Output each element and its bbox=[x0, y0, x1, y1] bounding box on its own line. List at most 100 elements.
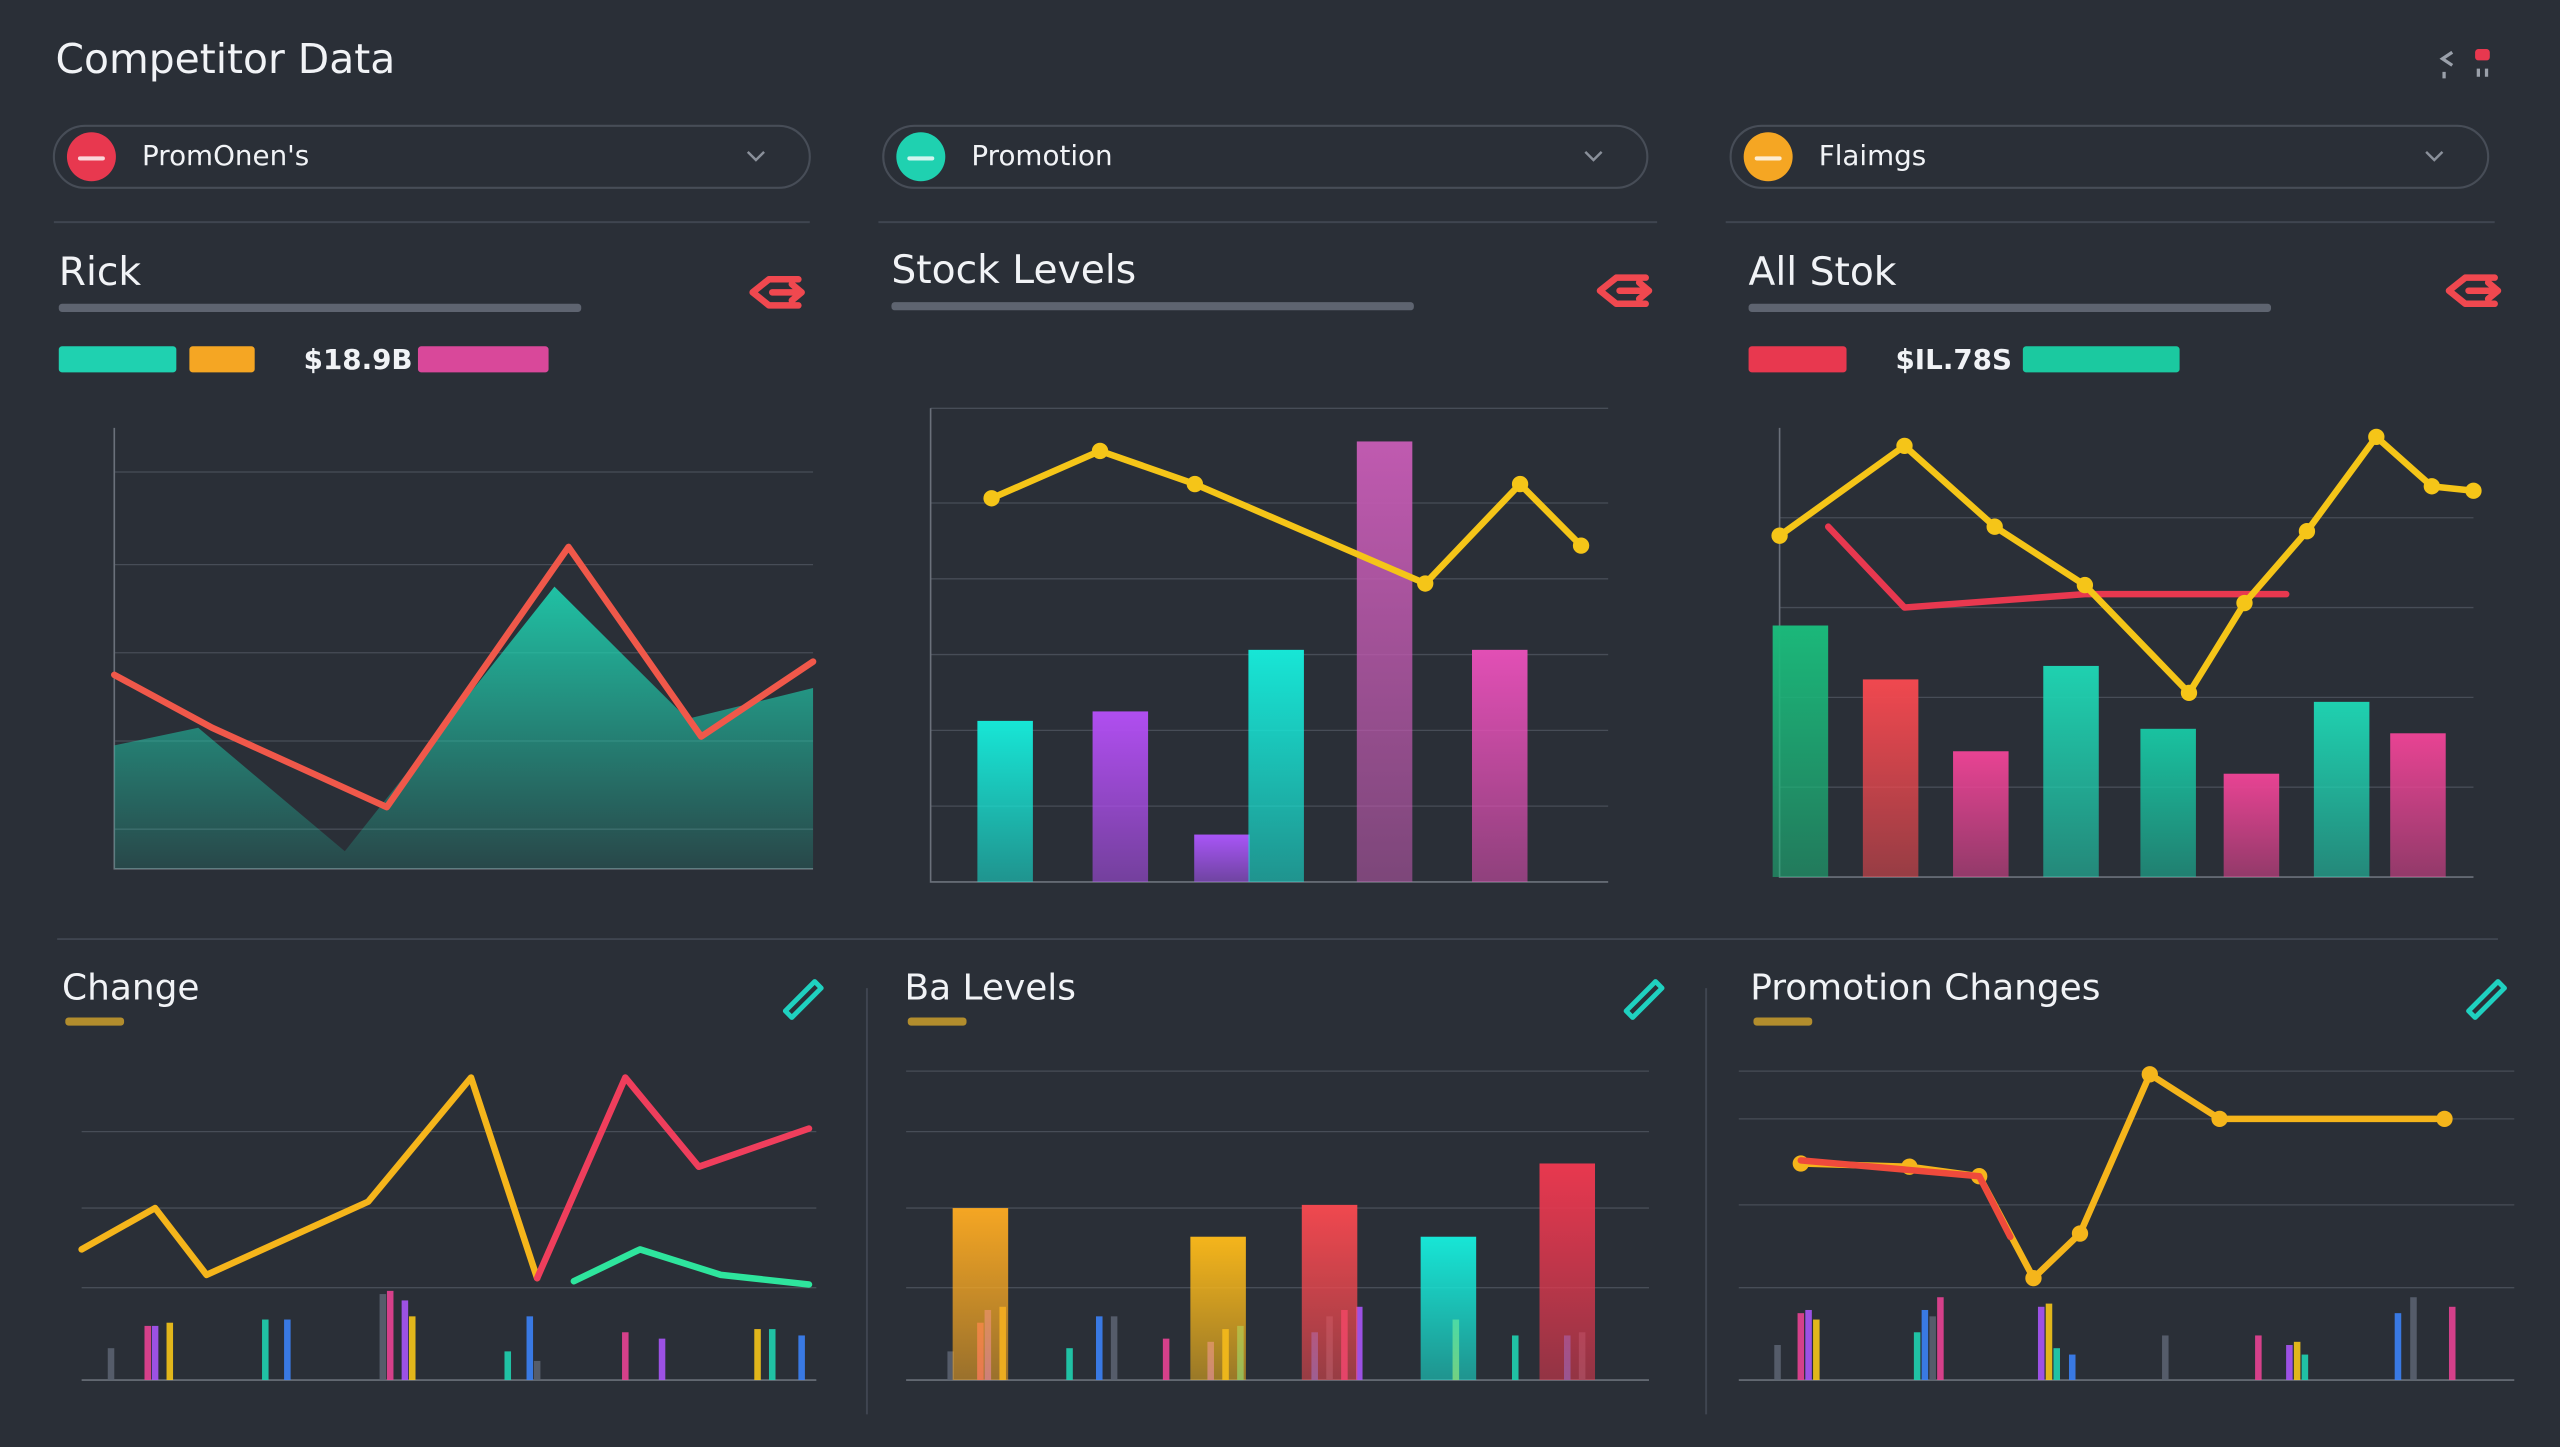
expand-icon[interactable] bbox=[749, 276, 805, 309]
mini-bar bbox=[401, 1300, 409, 1381]
mini-bar bbox=[1110, 1316, 1118, 1381]
tab-frame[interactable] bbox=[1729, 124, 2490, 189]
subtitle-line bbox=[58, 303, 582, 312]
mini-bar bbox=[1913, 1332, 1921, 1381]
mini-bar bbox=[2394, 1313, 2402, 1381]
panel-title: Stock Levels bbox=[891, 248, 1136, 293]
line bbox=[1824, 523, 2290, 611]
panel: Change bbox=[62, 968, 824, 1381]
mini-bar bbox=[379, 1294, 387, 1381]
area bbox=[114, 586, 814, 869]
mini-bar bbox=[1512, 1335, 1519, 1381]
icon[interactable] bbox=[2475, 48, 2490, 61]
mini-bar bbox=[2162, 1335, 2169, 1381]
tab-label: Flaimgs bbox=[1819, 139, 1926, 172]
mini-bar bbox=[166, 1322, 174, 1381]
mini-bar bbox=[2286, 1345, 2293, 1381]
line bbox=[533, 1074, 813, 1282]
point bbox=[1771, 527, 1788, 544]
tab-frame[interactable] bbox=[882, 124, 1649, 189]
mini-bar bbox=[1921, 1309, 1929, 1381]
line bbox=[111, 543, 817, 811]
tab-menu[interactable] bbox=[2425, 151, 2444, 162]
mini-bar bbox=[2448, 1306, 2456, 1381]
mini-bar bbox=[144, 1325, 152, 1381]
mini-bar bbox=[504, 1351, 512, 1381]
mini-bar bbox=[1162, 1338, 1170, 1381]
tab-menu[interactable] bbox=[746, 151, 765, 162]
status-pill bbox=[1748, 346, 1847, 373]
bar bbox=[1356, 441, 1413, 882]
mini-bar bbox=[754, 1329, 761, 1381]
mini-bar bbox=[947, 1351, 954, 1381]
point bbox=[2423, 478, 2440, 495]
point bbox=[2071, 1225, 2089, 1242]
panel: Promotion Changes bbox=[1738, 968, 2515, 1381]
mini-bar bbox=[1774, 1345, 1781, 1381]
tab-label: Promotion bbox=[971, 139, 1112, 172]
point bbox=[2465, 482, 2482, 499]
tab[interactable]: Promotion bbox=[882, 124, 1649, 189]
point bbox=[2076, 576, 2094, 594]
subtitle-line bbox=[1748, 303, 2272, 312]
mini-bar bbox=[408, 1316, 416, 1381]
mini-bar bbox=[1937, 1297, 1944, 1381]
status-pill bbox=[417, 346, 549, 373]
edit-icon[interactable] bbox=[1623, 979, 1665, 1020]
edit-icon[interactable] bbox=[2466, 979, 2507, 1020]
mini-bar bbox=[658, 1338, 666, 1381]
expand-icon[interactable] bbox=[2445, 274, 2502, 308]
mini-bar bbox=[107, 1348, 115, 1381]
bar bbox=[2043, 665, 2099, 878]
bar bbox=[1092, 711, 1149, 882]
tab[interactable]: PromOnen's bbox=[52, 124, 811, 189]
tab-frame[interactable] bbox=[52, 124, 811, 189]
icon[interactable] bbox=[2439, 50, 2454, 79]
bar bbox=[1190, 1236, 1246, 1381]
edit-icon[interactable] bbox=[782, 979, 824, 1020]
value-label: $IL.78S bbox=[1896, 343, 2012, 376]
mini-bar bbox=[284, 1319, 291, 1381]
mini-bar bbox=[2293, 1341, 2301, 1381]
status-pill bbox=[58, 346, 177, 373]
bar bbox=[1953, 751, 2009, 878]
tab-menu[interactable] bbox=[1584, 151, 1603, 162]
bar bbox=[1539, 1163, 1596, 1381]
bar bbox=[1472, 649, 1528, 882]
bar bbox=[1862, 679, 1919, 878]
panel-title: Promotion Changes bbox=[1750, 968, 2100, 1009]
mini-bar bbox=[798, 1335, 805, 1381]
line bbox=[1776, 433, 2477, 697]
line bbox=[570, 1246, 813, 1288]
tab[interactable]: Flaimgs bbox=[1729, 124, 2490, 189]
mini-bar bbox=[768, 1329, 776, 1381]
mini-bar bbox=[2045, 1303, 2053, 1381]
page-title: Competitor Data bbox=[56, 35, 396, 83]
point bbox=[1091, 442, 1109, 460]
panel: Rick $18.9B bbox=[58, 250, 817, 870]
window-icons[interactable] bbox=[2439, 48, 2490, 79]
panel-title: All Stok bbox=[1749, 250, 1897, 295]
bar bbox=[952, 1208, 1009, 1381]
point bbox=[2298, 523, 2316, 540]
subtitle-bar bbox=[907, 1017, 967, 1026]
subtitle-bar bbox=[65, 1017, 125, 1026]
bar bbox=[2390, 733, 2446, 878]
expand-icon[interactable] bbox=[1596, 274, 1653, 308]
point bbox=[983, 490, 1000, 507]
point bbox=[1896, 437, 1913, 455]
mini-bar bbox=[1929, 1316, 1936, 1381]
line bbox=[78, 1074, 541, 1282]
status-pill bbox=[189, 346, 255, 373]
icon bbox=[2476, 68, 2489, 77]
mini-bar bbox=[1813, 1319, 1820, 1381]
mini-bar bbox=[1805, 1309, 1812, 1381]
mini-bar bbox=[1096, 1316, 1103, 1381]
point bbox=[1186, 475, 1204, 493]
status-pill bbox=[2022, 346, 2180, 373]
bar bbox=[2313, 701, 2370, 878]
mini-bar bbox=[2053, 1348, 2060, 1381]
value-label: $18.9B bbox=[304, 343, 413, 376]
